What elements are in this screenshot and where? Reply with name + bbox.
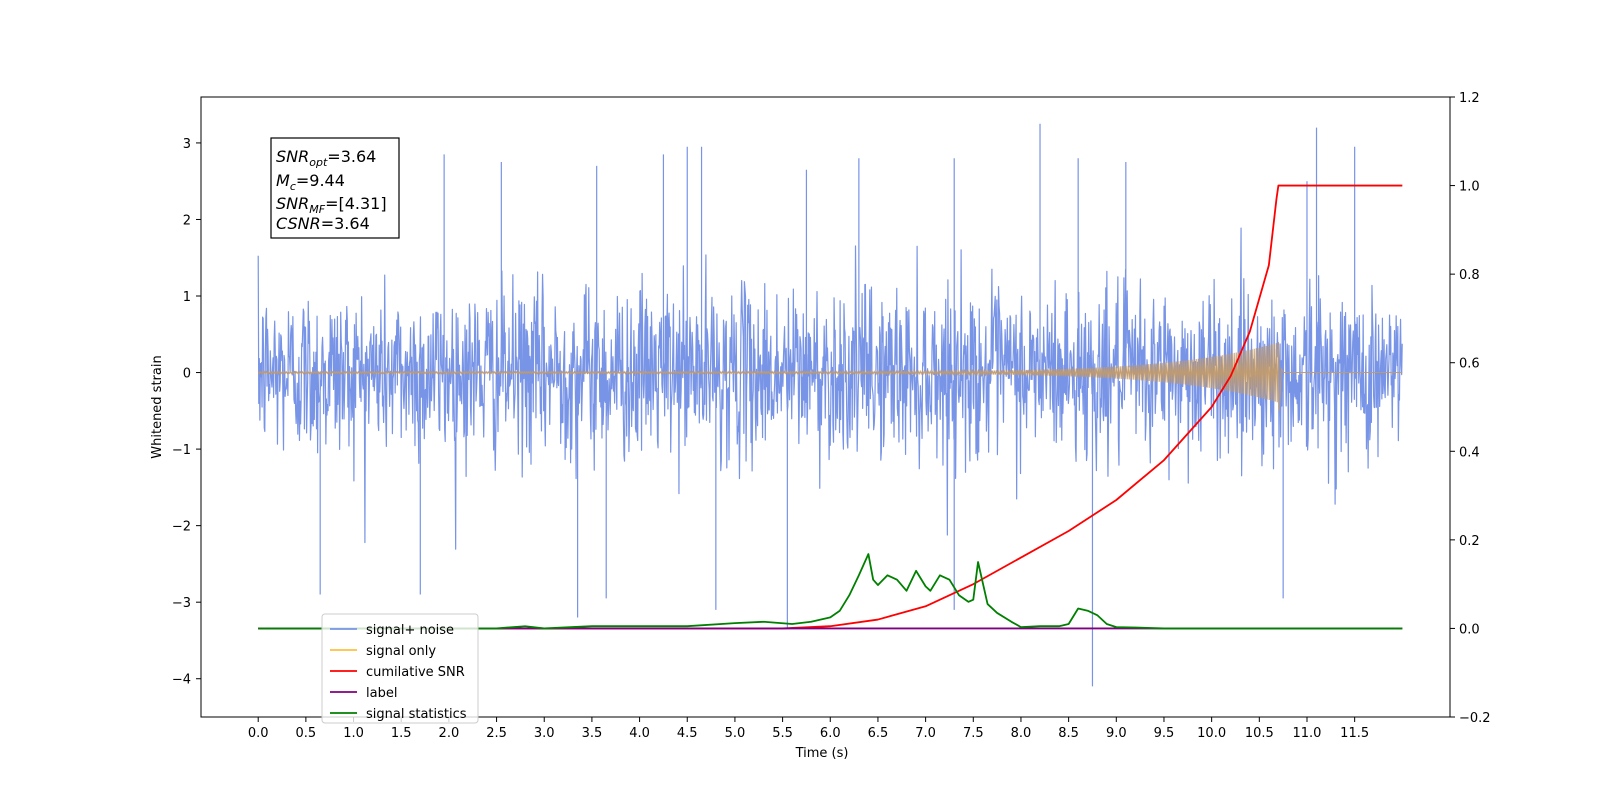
series-cumulative-snr: [258, 184, 1403, 630]
annotation-line-snr-mf: SNRMF=[4.31]: [276, 194, 387, 216]
series-signal-only: [257, 342, 1403, 411]
y-axis-title: Whitened strain: [150, 355, 165, 458]
annotation-frame: [270, 137, 400, 239]
x-tick-label: 4.5: [677, 726, 698, 741]
x-tick-label: 0.5: [296, 726, 317, 741]
x-tick-label: 9.0: [1106, 726, 1127, 741]
annotation-line-mc: Mc=9.44: [276, 171, 345, 193]
legend-frame: [321, 613, 479, 724]
y2-tick-label: 1.0: [1459, 180, 1480, 195]
y-axis-left: 3 2 1 0 −1 −2 −3 −4: [172, 137, 201, 688]
y2-tick-label: 0.6: [1459, 357, 1480, 372]
x-tick-label: 5.0: [725, 726, 746, 741]
y2-tick-label: 0.0: [1459, 622, 1480, 637]
x-tick-label: 3.5: [582, 726, 603, 741]
annotation-line-csnr: CSNR=3.64: [276, 214, 370, 233]
y2-tick-label: 1.2: [1459, 91, 1480, 106]
x-tick-label: 7.5: [963, 726, 984, 741]
x-tick-label: 4.0: [629, 726, 650, 741]
y-tick-label: 1: [183, 290, 191, 305]
signal-only-line: [257, 342, 1403, 411]
x-axis-title: Time (s): [795, 746, 849, 761]
x-tick-label: 2.0: [439, 726, 460, 741]
x-tick-label: 7.0: [915, 726, 936, 741]
legend-label: label: [366, 686, 397, 701]
plot-frame: [200, 96, 1451, 718]
y-tick-label: −1: [172, 443, 191, 458]
x-tick-label: 8.0: [1011, 726, 1032, 741]
x-tick-label: 10.5: [1245, 726, 1274, 741]
signal-statistics-line: [258, 553, 1403, 630]
x-tick-label: 11.5: [1340, 726, 1369, 741]
y-tick-label: 3: [183, 137, 191, 152]
y-axis-right: 1.2 1.0 0.8 0.6 0.4 0.2 0.0 −0.2: [1450, 91, 1491, 726]
y-tick-label: −3: [172, 596, 191, 611]
legend-label: cumilative SNR: [366, 665, 465, 680]
series-signal-noise: [257, 123, 1403, 687]
y2-tick-label: −0.2: [1459, 711, 1491, 726]
x-tick-label: 8.5: [1058, 726, 1079, 741]
signal-noise-line: [257, 123, 1403, 687]
legend-label: signal only: [366, 644, 436, 659]
annotation-line-snr-opt: SNRopt=3.64: [276, 147, 376, 169]
cumulative-snr-line: [258, 184, 1403, 630]
x-tick-label: 5.5: [772, 726, 793, 741]
y-tick-label: 2: [183, 213, 191, 228]
x-tick-label: 3.0: [534, 726, 555, 741]
legend-label: signal statistics: [366, 707, 467, 722]
annotation-box: SNRopt=3.64 Mc=9.44 SNRMF=[4.31] CSNR=3.…: [270, 137, 400, 239]
x-axis: 0.0 0.5 1.0 1.5 2.0 2.5 3.0 3.5 4.0 4.5 5.0 5.5 6.0 6…: [248, 717, 1369, 741]
y2-tick-label: 0.8: [1459, 268, 1480, 283]
x-tick-label: 6.5: [868, 726, 889, 741]
x-tick-label: 0.0: [248, 726, 269, 741]
y-tick-label: −2: [172, 520, 191, 535]
series-signal-statistics: [258, 553, 1403, 630]
y2-tick-label: 0.2: [1459, 534, 1480, 549]
x-tick-label: 1.5: [391, 726, 412, 741]
y-tick-label: −4: [172, 673, 191, 688]
x-tick-label: 11.0: [1293, 726, 1322, 741]
x-tick-label: 2.5: [486, 726, 507, 741]
y2-tick-label: 0.4: [1459, 445, 1480, 460]
legend: signal+ noise signal only cumilative SNR la…: [321, 613, 479, 724]
x-tick-label: 9.5: [1154, 726, 1175, 741]
legend-label: signal+ noise: [366, 623, 454, 638]
x-tick-label: 10.0: [1197, 726, 1226, 741]
x-tick-label: 1.0: [343, 726, 364, 741]
y-tick-label: 0: [183, 367, 191, 382]
x-tick-label: 6.0: [820, 726, 841, 741]
